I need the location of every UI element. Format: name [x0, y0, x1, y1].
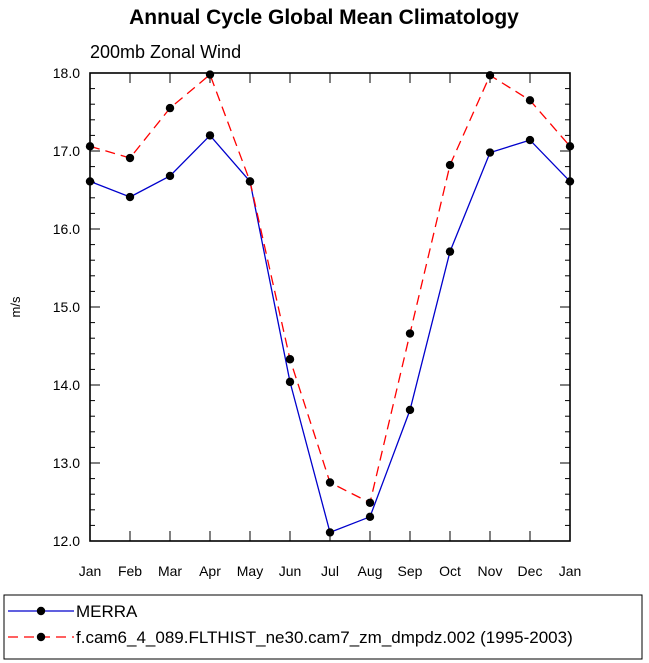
- plot-frame: [89, 72, 571, 542]
- series-1-point: [325, 528, 335, 537]
- y-axis-label: m/s: [8, 296, 23, 317]
- series-1-point: [525, 135, 535, 145]
- x-tick-label: Dec: [518, 563, 543, 579]
- series-2-point: [445, 160, 455, 170]
- x-tick-label: Feb: [118, 563, 142, 579]
- series-2-point: [285, 355, 295, 364]
- legend-marker-1: [36, 606, 46, 616]
- series-1-point: [405, 405, 415, 415]
- y-tick-label: 16.0: [53, 221, 80, 237]
- x-tick-label: Jun: [279, 563, 302, 579]
- series-1-point: [485, 148, 495, 157]
- series-1-point: [365, 512, 375, 522]
- legend: MERRA f.cam6_4_089.FLTHIST_ne30.cam7_zm_d…: [3, 594, 643, 660]
- series-1-point: [285, 377, 295, 387]
- legend-box: [3, 594, 643, 660]
- y-tick-label: 18.0: [53, 65, 80, 81]
- x-tick-label: Jul: [321, 563, 339, 579]
- series-2-point: [365, 498, 375, 507]
- x-tick-label: Jan: [559, 563, 582, 579]
- series-line-1: [89, 134, 571, 534]
- chart-subtitle: 200mb Zonal Wind: [90, 42, 241, 62]
- x-tick-label: Nov: [478, 563, 503, 579]
- x-tick-label: Sep: [398, 563, 423, 579]
- y-tick-label: 13.0: [53, 455, 80, 471]
- series-1-point: [205, 131, 215, 140]
- series-1-point: [445, 247, 455, 256]
- series-2-point: [245, 177, 255, 186]
- series-2-point: [325, 478, 335, 487]
- legend-marker-2: [36, 632, 46, 642]
- series-1-point: [165, 171, 175, 181]
- x-tick-label: Oct: [439, 563, 461, 579]
- series-2-point: [405, 329, 415, 338]
- series-2-point: [165, 103, 175, 113]
- series-line-2: [89, 73, 571, 504]
- y-tick-label: 14.0: [53, 377, 80, 393]
- x-tick-label: Aug: [358, 563, 383, 579]
- y-tick-label: 12.0: [53, 533, 80, 549]
- x-tick-label: Jan: [79, 563, 102, 579]
- x-tick-label: Mar: [158, 563, 182, 579]
- series-2-point: [205, 70, 215, 79]
- series-1-point: [125, 192, 135, 202]
- chart-title: Annual Cycle Global Mean Climatology: [129, 6, 519, 29]
- y-tick-label: 15.0: [53, 299, 80, 315]
- x-tick-label: May: [237, 563, 263, 579]
- series-2-point: [125, 153, 135, 163]
- legend-label-1: MERRA: [76, 602, 138, 621]
- series-2-point: [525, 96, 535, 105]
- y-tick-label: 17.0: [53, 143, 80, 159]
- x-tick-label: Apr: [199, 563, 221, 579]
- legend-label-2: f.cam6_4_089.FLTHIST_ne30.cam7_zm_dmpdz.…: [76, 628, 573, 647]
